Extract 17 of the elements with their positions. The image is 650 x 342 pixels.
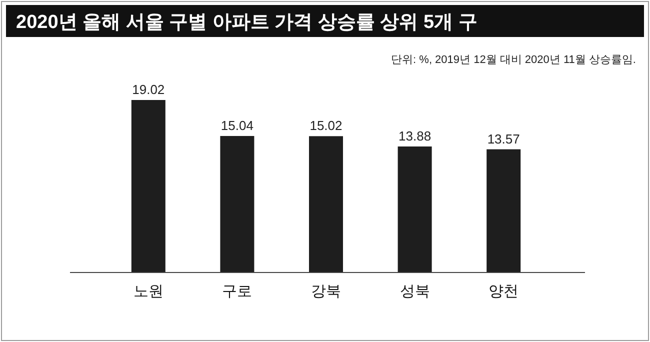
data-label: 13.57 [487,131,520,146]
x-tick-label: 구로 [222,283,252,300]
chart-title: 2020년 올해 서울 구별 아파트 가격 상승률 상위 5개 구 [16,12,478,33]
x-tick-label: 강북 [311,283,341,300]
x-tick-label: 양천 [488,283,519,300]
bar [398,146,432,272]
x-tick-label: 성북 [400,283,430,300]
text: 단위: %, 2019년 12월 대비 2020년 11월 상승률임. [391,54,636,66]
bar [309,136,343,272]
bar [486,149,521,272]
data-label: 15.02 [310,118,342,134]
data-label: 13.88 [398,128,432,144]
x-tick-label: 노원 [133,283,164,300]
bar [220,136,254,272]
data-label: 19.02 [132,82,165,97]
data-label: 15.04 [220,118,254,133]
bar [131,100,166,272]
